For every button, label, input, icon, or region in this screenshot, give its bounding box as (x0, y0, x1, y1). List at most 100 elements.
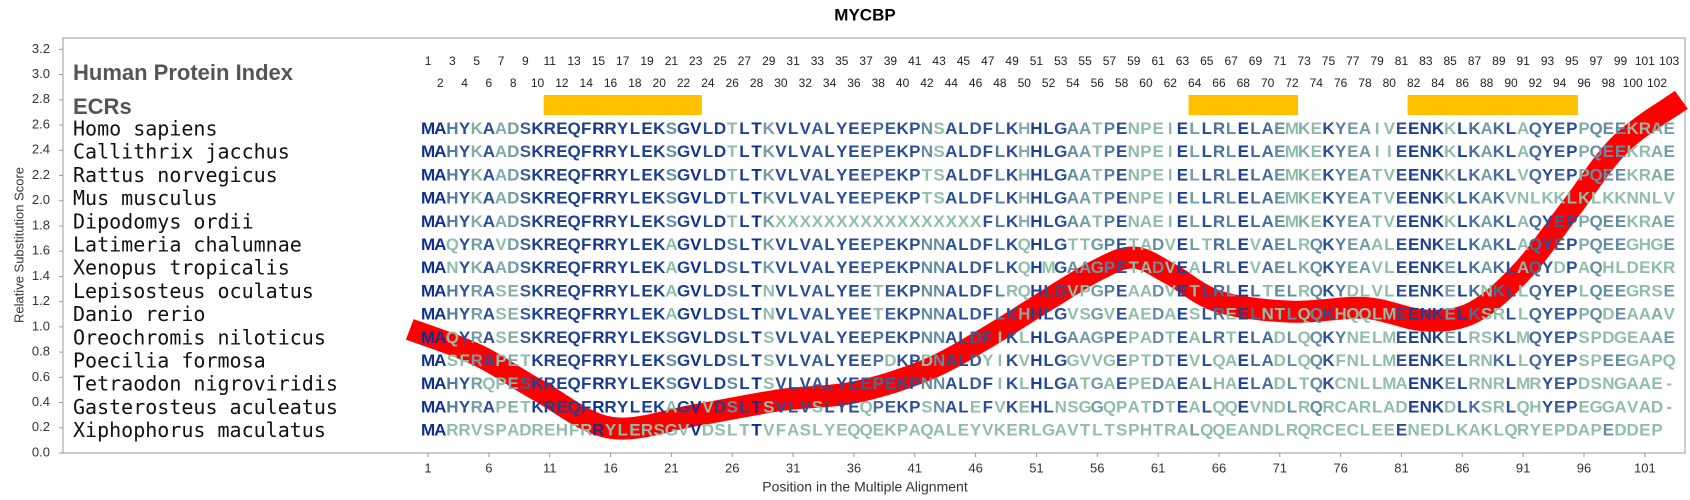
x-tick-label: 51 (1029, 460, 1043, 475)
sequence: MAQYRAVDSKREQFRRYLEKAGVLDSL TKVLVALYEEPEK… (421, 235, 1675, 254)
index-number: 23 (689, 54, 703, 68)
y-tick-label: 2.8 (32, 91, 50, 106)
x-tick-label: 21 (664, 460, 678, 475)
x-tick-label: 86 (1455, 460, 1469, 475)
index-number: 15 (592, 54, 606, 68)
species-name: Callithrix jacchus (73, 140, 290, 164)
index-number: 19 (640, 54, 654, 68)
x-tick-label: 11 (543, 460, 557, 475)
index-number: 54 (1066, 76, 1080, 90)
x-tick-label: 61 (1151, 460, 1165, 475)
index-number: 40 (896, 76, 910, 90)
index-number: 70 (1261, 76, 1275, 90)
index-number: 52 (1042, 76, 1056, 90)
species-name: Mus musculus (73, 186, 218, 210)
y-tick-label: 1.2 (32, 293, 50, 308)
index-number: 27 (738, 54, 752, 68)
species-name: Tetraodon nigroviridis (73, 372, 338, 396)
y-tick-label: 1.4 (32, 268, 50, 283)
index-number: 44 (945, 76, 959, 90)
x-tick-label: 26 (725, 460, 739, 475)
index-number: 14 (580, 76, 594, 90)
x-tick-label: 36 (847, 460, 861, 475)
index-number: 39 (884, 54, 898, 68)
sequence: MAHYRASESKREQFRRYLEKAGVLDSL TNVLVALYEETEK… (421, 282, 1675, 301)
index-number: 63 (1176, 54, 1190, 68)
y-tick-label: 1.6 (32, 243, 50, 258)
index-number: 48 (993, 76, 1007, 90)
index-number: 88 (1480, 76, 1494, 90)
index-number: 92 (1529, 76, 1543, 90)
y-tick-label: 3.0 (32, 66, 50, 81)
index-number: 10 (531, 76, 545, 90)
index-number: 97 (1589, 54, 1603, 68)
index-number: 38 (872, 76, 886, 90)
index-number: 42 (920, 76, 934, 90)
index-number: 69 (1249, 54, 1263, 68)
plot-frame (62, 37, 1686, 454)
index-number: 102 (1647, 76, 1667, 90)
x-tick-label: 46 (968, 460, 982, 475)
species-name: Xenopus tropicalis (73, 256, 290, 280)
index-number: 49 (1005, 54, 1019, 68)
index-number: 101 (1635, 54, 1655, 68)
y-tick-label: 2.4 (32, 142, 50, 157)
index-number: 29 (762, 54, 776, 68)
sequence: MAHYKAADSKREQFRRYLEKSGVLDT L TKVLVALYEEPEK… (421, 119, 1675, 138)
index-number: 34 (823, 76, 837, 90)
index-number: 30 (774, 76, 788, 90)
index-number: 86 (1456, 76, 1470, 90)
index-number: 60 (1139, 76, 1153, 90)
index-number: 95 (1565, 54, 1579, 68)
index-number: 36 (847, 76, 861, 90)
y-tick-label: 1.8 (32, 217, 50, 232)
sequence: MAQYRASESKREQFRRYLEKSGVLDSL TSVLVALYEEPEK… (421, 328, 1675, 347)
y-tick-label: 2.0 (32, 192, 50, 207)
sequence: MAHYRASESKREQFRRYLEKAGVLDSL TNVLVALYEETEK… (421, 305, 1676, 324)
x-tick-label: 41 (908, 460, 922, 475)
index-number: 79 (1370, 54, 1384, 68)
index-number: 17 (616, 54, 630, 68)
species-name: Xiphophorus maculatus (73, 418, 326, 442)
index-number: 57 (1103, 54, 1117, 68)
y-tick-label: 0.0 (32, 444, 50, 459)
index-number: 21 (665, 54, 679, 68)
index-number: 16 (604, 76, 618, 90)
index-number: 76 (1334, 76, 1348, 90)
index-number: 74 (1310, 76, 1324, 90)
index-number: 65 (1200, 54, 1214, 68)
index-number: 41 (908, 54, 922, 68)
index-number: 26 (726, 76, 740, 90)
index-number: 84 (1431, 76, 1445, 90)
index-number: 13 (567, 54, 581, 68)
index-number: 85 (1443, 54, 1457, 68)
x-tick-label: 1 (424, 460, 431, 475)
index-number: 37 (859, 54, 873, 68)
x-tick-label: 91 (1516, 460, 1530, 475)
index-number: 87 (1468, 54, 1482, 68)
sequence: MAHYKAADSKREQFRRYLEKSGVLDT L TKVLVALYEEPEK… (421, 166, 1675, 185)
y-tick-label: 3.2 (32, 41, 50, 56)
species-name: Homo sapiens (73, 117, 218, 141)
index-number: 31 (786, 54, 800, 68)
index-number: 51 (1030, 54, 1044, 68)
index-number: 9 (522, 54, 529, 68)
index-number: 56 (1091, 76, 1105, 90)
index-number: 11 (543, 54, 556, 68)
x-tick-label: 81 (1394, 460, 1408, 475)
index-number: 46 (969, 76, 983, 90)
index-label: Human Protein Index (73, 60, 294, 85)
index-number: 59 (1127, 54, 1141, 68)
index-number: 62 (1164, 76, 1178, 90)
ecr-label: ECRs (73, 94, 132, 119)
x-tick-label: 76 (1333, 460, 1347, 475)
species-name: Poecilia formosa (73, 349, 266, 373)
index-number: 67 (1224, 54, 1238, 68)
index-number: 72 (1285, 76, 1299, 90)
index-number: 47 (981, 54, 995, 68)
ecr-box (543, 95, 702, 115)
index-number: 58 (1115, 76, 1129, 90)
sequence: MAHYRAPETKREQFRRYLEKAGVVDSL TSVLVSLYEQPEK… (421, 398, 1672, 417)
species-name: Gasterosteus aculeatus (73, 395, 338, 419)
index-number: 4 (461, 76, 468, 90)
